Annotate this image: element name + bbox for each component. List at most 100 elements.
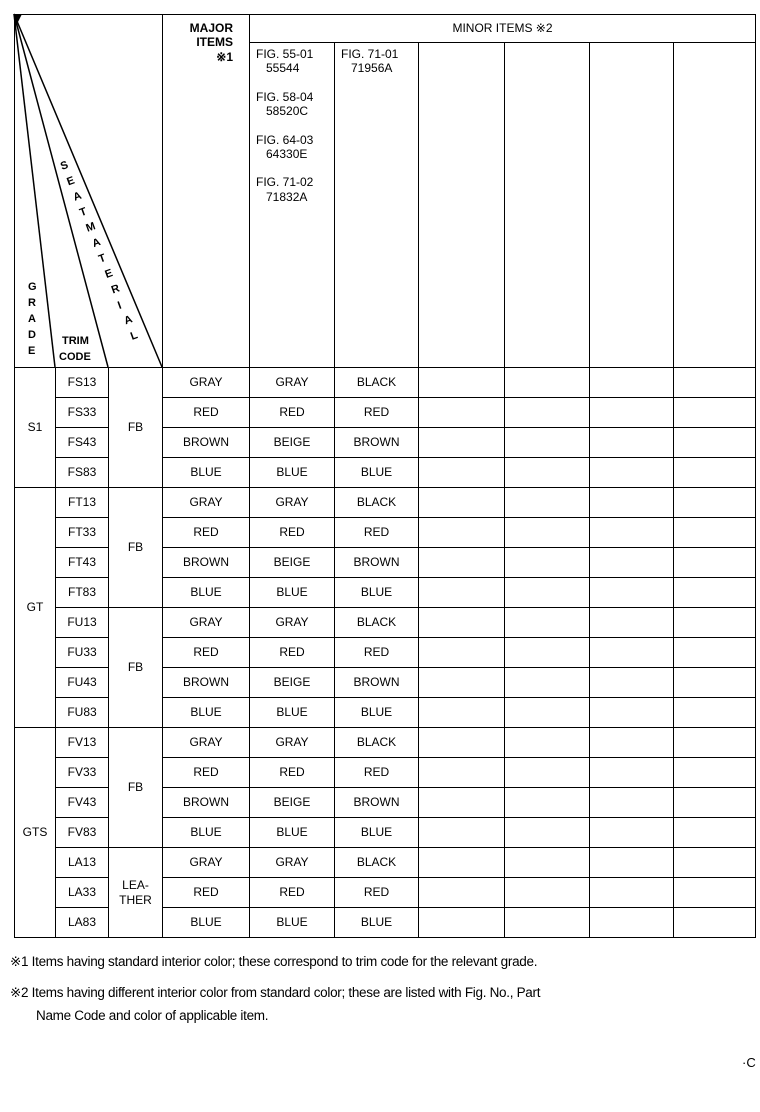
table-row: FV33 RED RED RED	[15, 757, 756, 788]
empty-cell	[673, 457, 756, 488]
trim-code-cell: FS13	[55, 367, 109, 398]
major-item-color-cell: GRAY	[162, 607, 250, 638]
minor-item-2-color-cell: BLUE	[334, 697, 419, 728]
minor-item-1-color-cell: RED	[249, 757, 335, 788]
empty-cell	[589, 697, 674, 728]
empty-cell	[418, 577, 505, 608]
seat-material-cell: LEA- THER	[108, 847, 163, 938]
empty-cell	[589, 487, 674, 518]
empty-cell	[589, 637, 674, 668]
part-name-code: 64330E	[266, 146, 308, 161]
trim-code-cell: FU83	[55, 697, 109, 728]
minor-items-header: MINOR ITEMS ※2	[249, 14, 756, 43]
empty-cell	[589, 667, 674, 698]
minor-item-1-color-cell: GRAY	[249, 607, 335, 638]
minor-item-1-color-cell: RED	[249, 517, 335, 548]
seat-material-cell: FB	[108, 487, 163, 608]
minor-col-3-header	[418, 42, 505, 368]
empty-cell	[504, 727, 590, 758]
empty-cell	[673, 427, 756, 458]
table-row: FT43 BROWN BEIGE BROWN	[15, 547, 756, 578]
part-name-code: 58520C	[266, 104, 309, 119]
major-item-color-cell: BLUE	[162, 907, 250, 938]
trim-code-cell: FS33	[55, 397, 109, 428]
major-item-color-cell: GRAY	[162, 727, 250, 758]
trim-code-cell: LA83	[55, 907, 109, 938]
grade-cell: GTS	[14, 727, 56, 938]
empty-cell	[673, 487, 756, 518]
major-item-color-cell: RED	[162, 637, 250, 668]
minor-item-2-color-cell: BLUE	[334, 907, 419, 938]
empty-cell	[418, 547, 505, 578]
minor-item-1-color-cell: BEIGE	[249, 427, 335, 458]
trim-color-table: MAJOR ITEMS ※1 MINOR ITEMS ※2 FIG. 55-01…	[14, 14, 756, 938]
empty-cell	[504, 877, 590, 908]
minor-item-1-color-cell: BEIGE	[249, 667, 335, 698]
minor-item-2-color-cell: RED	[334, 877, 419, 908]
table-row: FT33 RED RED RED	[15, 517, 756, 548]
empty-cell	[589, 847, 674, 878]
empty-cell	[418, 397, 505, 428]
empty-cell	[504, 847, 590, 878]
major-item-color-cell: BLUE	[162, 817, 250, 848]
footnote-2-continued: Name Code and color of applicable item.	[36, 1008, 269, 1023]
major-item-color-cell: RED	[162, 517, 250, 548]
part-name-code: 71956A	[351, 61, 393, 76]
empty-cell	[418, 727, 505, 758]
minor-item-1-color-cell: RED	[249, 877, 335, 908]
minor-item-1-color-cell: GRAY	[249, 367, 335, 398]
minor-col-2-header: FIG. 71-01 71956A	[334, 42, 419, 368]
empty-cell	[673, 397, 756, 428]
empty-cell	[589, 517, 674, 548]
empty-cell	[673, 907, 756, 938]
empty-cell	[589, 607, 674, 638]
empty-cell	[589, 757, 674, 788]
empty-cell	[673, 607, 756, 638]
footnote-2: ※2 Items having different interior color…	[10, 985, 541, 1000]
empty-cell	[504, 517, 590, 548]
empty-cell	[504, 697, 590, 728]
empty-cell	[418, 457, 505, 488]
minor-item-1-color-cell: GRAY	[249, 727, 335, 758]
empty-cell	[418, 697, 505, 728]
empty-cell	[589, 457, 674, 488]
minor-item-2-color-cell: BLUE	[334, 457, 419, 488]
major-item-color-cell: BLUE	[162, 577, 250, 608]
page-mark: ·C	[742, 1055, 756, 1070]
empty-cell	[673, 637, 756, 668]
empty-cell	[504, 397, 590, 428]
empty-cell	[418, 607, 505, 638]
empty-cell	[504, 367, 590, 398]
empty-cell	[673, 667, 756, 698]
empty-cell	[673, 367, 756, 398]
empty-cell	[418, 847, 505, 878]
empty-cell	[673, 697, 756, 728]
grade-cell: GT	[14, 487, 56, 728]
empty-cell	[504, 547, 590, 578]
table-row: FV83 BLUE BLUE BLUE	[15, 817, 756, 848]
empty-cell	[504, 427, 590, 458]
empty-cell	[589, 577, 674, 608]
empty-cell	[418, 757, 505, 788]
grade-cell: S1	[14, 367, 56, 488]
minor-item-1-color-cell: BLUE	[249, 697, 335, 728]
empty-cell	[504, 907, 590, 938]
major-label: MAJOR	[189, 21, 233, 35]
empty-cell	[418, 427, 505, 458]
minor-item-2-color-cell: BROWN	[334, 787, 419, 818]
trim-code-cell: FU13	[55, 607, 109, 638]
trim-code-cell: LA33	[55, 877, 109, 908]
empty-cell	[589, 427, 674, 458]
table-row: GT FT13 FB GRAY GRAY BLACK	[14, 487, 756, 728]
minor-item-1-color-cell: BLUE	[249, 817, 335, 848]
empty-cell	[504, 757, 590, 788]
minor-item-2-color-cell: RED	[334, 757, 419, 788]
part-name-code: 55544	[266, 61, 300, 76]
major-item-color-cell: RED	[162, 757, 250, 788]
trim-code-cell: FT43	[55, 547, 109, 578]
empty-cell	[589, 787, 674, 818]
table-row: LA83 BLUE BLUE BLUE	[15, 907, 756, 938]
minor-item-1-color-cell: GRAY	[249, 487, 335, 518]
minor-item-1-color-cell: BEIGE	[249, 547, 335, 578]
